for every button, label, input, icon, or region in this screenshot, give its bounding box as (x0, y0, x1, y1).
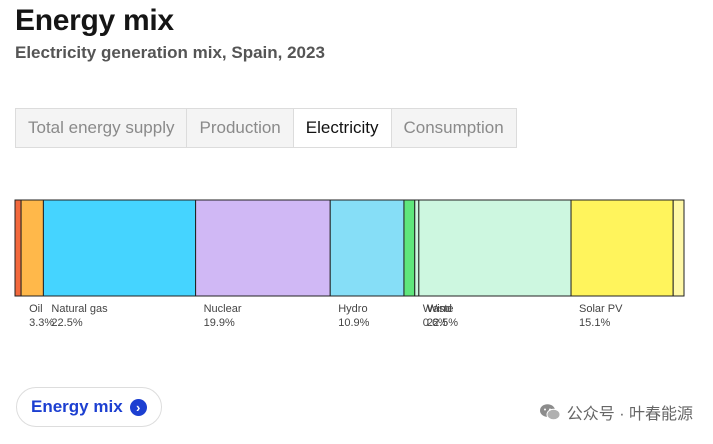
tab-total-energy-supply[interactable]: Total energy supply (16, 109, 188, 147)
segment-value-label: 19.9% (204, 317, 235, 329)
bar-segment-oil (20, 199, 44, 297)
bar-segment-waste (414, 199, 420, 297)
wechat-icon (539, 404, 561, 421)
segment-value-label: 22.5% (51, 317, 82, 329)
segment-name-label: Wind (427, 303, 452, 315)
tab-bar: Total energy supply Production Electrici… (15, 108, 517, 148)
segment-value-label: 10.9% (338, 317, 369, 329)
segment-name-label: Natural gas (51, 303, 108, 315)
page-title: Energy mix (15, 4, 174, 37)
bar-segment-natural-gas (42, 199, 197, 297)
watermark: 公众号 · 叶春能源 (539, 400, 693, 424)
chart-subtitle: Electricity generation mix, Spain, 2023 (15, 43, 325, 62)
bar-segment-unlabeled-0 (14, 199, 22, 297)
bar-segment-wind (418, 199, 572, 297)
segment-name-label: Nuclear (204, 303, 242, 315)
chevron-right-icon: › (129, 398, 147, 416)
tab-consumption[interactable]: Consumption (403, 118, 504, 137)
tab-production[interactable]: Production (187, 109, 294, 147)
bar-segment-unlabeled-5 (403, 199, 416, 297)
segment-value-label: 3.3% (29, 317, 54, 329)
bar-segment-hydro (329, 199, 405, 297)
segment-name-label: Oil (29, 303, 42, 315)
watermark-text: 公众号 · 叶春能源 (566, 406, 693, 423)
bar-segment-nuclear (195, 199, 331, 297)
tab-electricity[interactable]: Electricity (293, 109, 392, 147)
segment-name-label: Hydro (338, 303, 367, 315)
segment-value-label: 0.6% (423, 317, 448, 329)
energy-mix-button-label: Energy mix (31, 397, 123, 416)
bar-segment-solar-pv (570, 199, 674, 297)
segment-value-label: 15.1% (579, 317, 610, 329)
bar-segment-unlabeled-9 (672, 199, 685, 297)
segment-name-label: Waste (423, 303, 454, 315)
segment-value-label: 22.5% (427, 317, 458, 329)
segment-name-label: Solar PV (579, 303, 623, 315)
energy-mix-button[interactable]: Energy mix › (16, 387, 162, 427)
electricity-mix-chart: Oil 3.3% Natural gas 22.5% Nuclear 19.9% Hydro… (14, 199, 685, 329)
